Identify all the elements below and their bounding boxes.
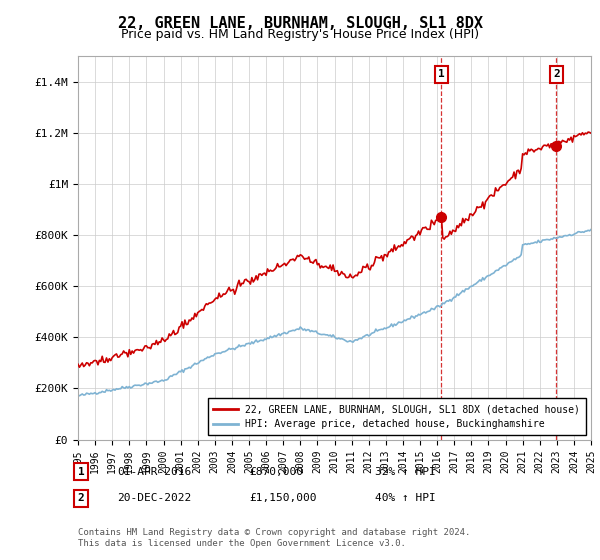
Legend: 22, GREEN LANE, BURNHAM, SLOUGH, SL1 8DX (detached house), HPI: Average price, d: 22, GREEN LANE, BURNHAM, SLOUGH, SL1 8DX… <box>208 398 586 435</box>
Text: 01-APR-2016: 01-APR-2016 <box>117 466 191 477</box>
Text: 1: 1 <box>438 69 445 80</box>
Text: Price paid vs. HM Land Registry's House Price Index (HPI): Price paid vs. HM Land Registry's House … <box>121 28 479 41</box>
Text: 22, GREEN LANE, BURNHAM, SLOUGH, SL1 8DX: 22, GREEN LANE, BURNHAM, SLOUGH, SL1 8DX <box>118 16 482 31</box>
Text: £870,000: £870,000 <box>249 466 303 477</box>
Text: Contains HM Land Registry data © Crown copyright and database right 2024.
This d: Contains HM Land Registry data © Crown c… <box>78 528 470 548</box>
Text: 32% ↑ HPI: 32% ↑ HPI <box>375 466 436 477</box>
Text: 20-DEC-2022: 20-DEC-2022 <box>117 493 191 503</box>
Text: £1,150,000: £1,150,000 <box>249 493 317 503</box>
Text: 2: 2 <box>77 493 85 503</box>
Text: 1: 1 <box>77 466 85 477</box>
Text: 40% ↑ HPI: 40% ↑ HPI <box>375 493 436 503</box>
Text: 2: 2 <box>553 69 560 80</box>
